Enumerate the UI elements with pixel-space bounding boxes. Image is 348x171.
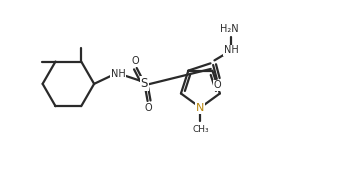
Text: H₂N: H₂N	[220, 24, 238, 34]
Text: NH: NH	[223, 45, 238, 55]
Text: S: S	[141, 77, 148, 90]
Text: CH₃: CH₃	[192, 125, 209, 134]
Text: N: N	[196, 103, 205, 113]
Text: O: O	[131, 56, 139, 66]
Text: NH: NH	[111, 69, 125, 79]
Text: O: O	[144, 103, 152, 113]
Text: O: O	[213, 80, 221, 90]
